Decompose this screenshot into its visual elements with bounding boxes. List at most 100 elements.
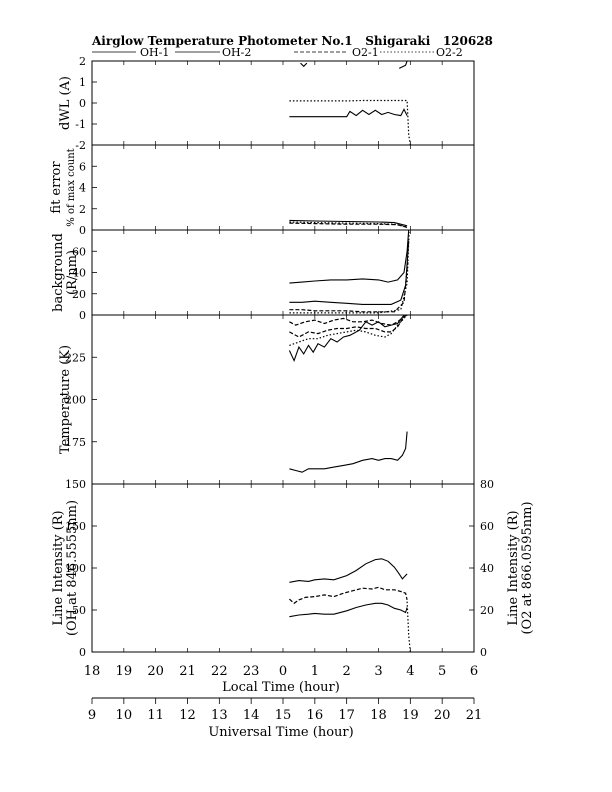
series-line-o2-1 <box>300 62 308 68</box>
x2-tick-label: 14 <box>243 708 260 723</box>
x-tick-label: 19 <box>116 664 133 679</box>
x2-tick-label: 11 <box>147 708 164 723</box>
y-tick-label: 2 <box>79 55 86 68</box>
panel-frame <box>91 483 475 653</box>
y-tick-label: 100 <box>65 562 86 575</box>
series-line-oh-1 <box>288 314 408 363</box>
series-line-oh-1 <box>289 108 408 118</box>
y-tick-label: 150 <box>65 520 86 533</box>
y-tick-label: 0 <box>79 224 86 237</box>
series-line-o2-2 <box>289 232 410 314</box>
panel-frame <box>91 144 475 231</box>
x2-tick-label: 19 <box>402 708 419 723</box>
x2-tick-label: 21 <box>466 708 483 723</box>
series-line-oh-1 <box>289 558 408 583</box>
y-axis-title: Line Intensity (R) (OH at 846.5555nm) <box>51 500 80 636</box>
y-axis-label: Line Intensity (R) <box>51 510 66 625</box>
x2-tick-label: 16 <box>307 708 324 723</box>
legend-label-oh2: OH-2 <box>222 46 251 59</box>
y-tick-label: 150 <box>65 478 86 491</box>
y-axis-label: (R/nm) <box>65 250 80 295</box>
y-tick-label: 50 <box>72 604 86 617</box>
x-tick-label: 6 <box>470 664 478 679</box>
y-axis-title: background (R/nm) <box>51 233 80 312</box>
y-axis-title: dWL (A) <box>58 76 73 130</box>
chart-title: Airglow Temperature Photometer No.1 Shig… <box>91 34 493 48</box>
y-right-tick-label: 40 <box>480 562 494 575</box>
x2-tick-label: 15 <box>275 708 292 723</box>
y-right-tick-label: 80 <box>480 478 494 491</box>
legend-label-o2-1: O2-1 <box>352 46 379 59</box>
legend: OH-1 OH-2 O2-1 O2-2 <box>92 46 463 59</box>
y-tick-label: 1 <box>79 76 86 89</box>
series-line-o2-2 <box>398 60 408 69</box>
series-line-oh-2 <box>289 240 410 305</box>
y-tick-label: 20 <box>72 288 86 301</box>
series-line-o2-1 <box>289 586 408 605</box>
x-tick-label: 4 <box>406 664 414 679</box>
series-line-o2-1 <box>289 222 409 229</box>
y-tick-label: 200 <box>65 394 86 407</box>
x-tick-label: 2 <box>343 664 351 679</box>
y-tick-label: 40 <box>72 267 86 280</box>
x2-axis-label: Universal Time (hour) <box>208 725 353 740</box>
y-axis-label: background <box>51 233 66 312</box>
series-line-oh-2 <box>289 602 408 618</box>
legend-label-oh1: OH-1 <box>140 46 169 59</box>
x2-tick-label: 10 <box>116 708 133 723</box>
time-axes: 18 19 20 21 22 23 0 1 2 3 4 5 69 10 11 12 13 14 15 16 17 18 19… <box>84 664 483 723</box>
x-tick-label: 18 <box>84 664 101 679</box>
x2-tick-label: 18 <box>370 708 387 723</box>
y-tick-label: 0 <box>79 309 86 322</box>
x-axis-label: Local Time (hour) <box>222 680 340 695</box>
x2-tick-label: 17 <box>338 708 355 723</box>
x-tick-label: 0 <box>279 664 287 679</box>
x-tick-label: 22 <box>211 664 228 679</box>
series-line-oh-2 <box>289 99 411 146</box>
y-tick-label: 4 <box>79 182 86 195</box>
y-right-tick-label: 60 <box>480 520 494 533</box>
x-tick-label: 3 <box>374 664 382 679</box>
y-right-axis-title: Line Intensity (R) (O2 at 866.0595nm) <box>506 501 535 634</box>
y-tick-label: -1 <box>75 118 86 131</box>
y-tick-label: 225 <box>65 351 86 364</box>
x-tick-label: 20 <box>147 664 164 679</box>
x-tick-label: 1 <box>311 664 319 679</box>
x2-tick-label: 12 <box>179 708 196 723</box>
series-line-o2-1 <box>289 314 408 346</box>
y-axis-title: Temperature (K) <box>58 345 73 454</box>
y-axis-label: fit error <box>49 161 64 214</box>
y-tick-label: 6 <box>79 160 86 173</box>
series-line-oh-1 <box>289 219 408 227</box>
y-tick-label: 60 <box>72 245 86 258</box>
y-axis-label: Temperature (K) <box>58 345 73 454</box>
series-line-oh-1 <box>289 229 410 284</box>
series-line-oh-1-lower <box>289 431 408 473</box>
panel-frame <box>91 60 475 146</box>
y-right-axis-label: Line Intensity (R) <box>506 510 521 625</box>
y-tick-label: 175 <box>65 436 86 449</box>
series-line-o2-1 <box>289 261 409 313</box>
legend-label-o2-2: O2-2 <box>436 46 463 59</box>
y-tick-label: -2 <box>75 139 86 152</box>
y-tick-label: 0 <box>79 97 86 110</box>
series-line-o2-2 <box>406 601 411 653</box>
x2-tick-label: 9 <box>88 708 96 723</box>
x2-tick-label: 13 <box>211 708 228 723</box>
x-tick-label: 21 <box>179 664 196 679</box>
panel-frame <box>91 229 475 316</box>
y-axis-label: dWL (A) <box>58 76 73 130</box>
y-axis-label: % of max count <box>66 148 77 226</box>
y-right-axis-label: (O2 at 866.0595nm) <box>520 501 535 634</box>
x-tick-label: 23 <box>243 664 260 679</box>
panel-frame <box>91 314 475 485</box>
y-axis-label: (OH at 846.5555nm) <box>65 500 80 636</box>
y-right-tick-label: 20 <box>480 604 494 617</box>
series-line-oh-2 <box>289 221 408 228</box>
panel-temp: 225 200 175 150 Temperature (K) <box>58 314 475 491</box>
